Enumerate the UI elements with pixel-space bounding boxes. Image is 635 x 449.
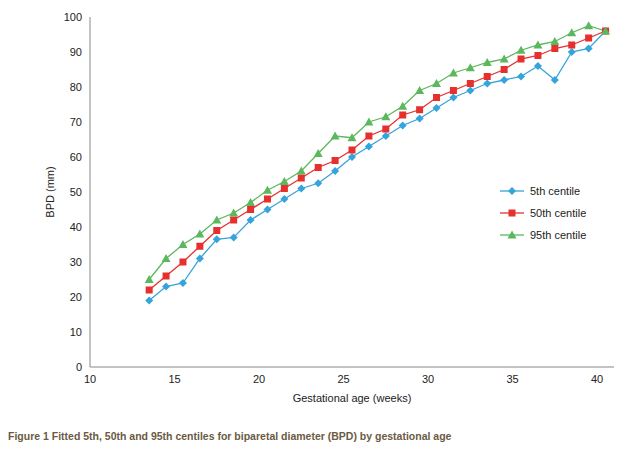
svg-text:30: 30 bbox=[422, 373, 434, 385]
svg-text:90: 90 bbox=[70, 46, 82, 58]
svg-text:10: 10 bbox=[84, 373, 96, 385]
html-text:50th centile: 50th centile bbox=[530, 207, 587, 219]
svg-text:20: 20 bbox=[70, 291, 82, 303]
svg-text:100: 100 bbox=[64, 11, 82, 23]
svg-text:30: 30 bbox=[70, 256, 82, 268]
svg-text:20: 20 bbox=[253, 373, 265, 385]
svg-text:60: 60 bbox=[70, 151, 82, 163]
svg-text:10: 10 bbox=[70, 326, 82, 338]
svg-text:40: 40 bbox=[591, 373, 603, 385]
svg-text:15: 15 bbox=[168, 373, 180, 385]
svg-text:70: 70 bbox=[70, 116, 82, 128]
html-text:Figure 1 Fitted 5th, 50th and: Figure 1 Fitted 5th, 50th and 95th centi… bbox=[8, 430, 452, 442]
html-text:95th centile: 95th centile bbox=[530, 229, 587, 241]
svg-text:Gestational age (weeks): Gestational age (weeks) bbox=[293, 392, 412, 404]
svg-text:40: 40 bbox=[70, 221, 82, 233]
svg-text:0: 0 bbox=[76, 361, 82, 373]
html-text:5th centile: 5th centile bbox=[530, 185, 581, 197]
svg-text:50: 50 bbox=[70, 186, 82, 198]
svg-text:25: 25 bbox=[337, 373, 349, 385]
svg-text:35: 35 bbox=[506, 373, 518, 385]
svg-text:80: 80 bbox=[70, 81, 82, 93]
svg-text:BPD (mm): BPD (mm) bbox=[44, 166, 56, 217]
